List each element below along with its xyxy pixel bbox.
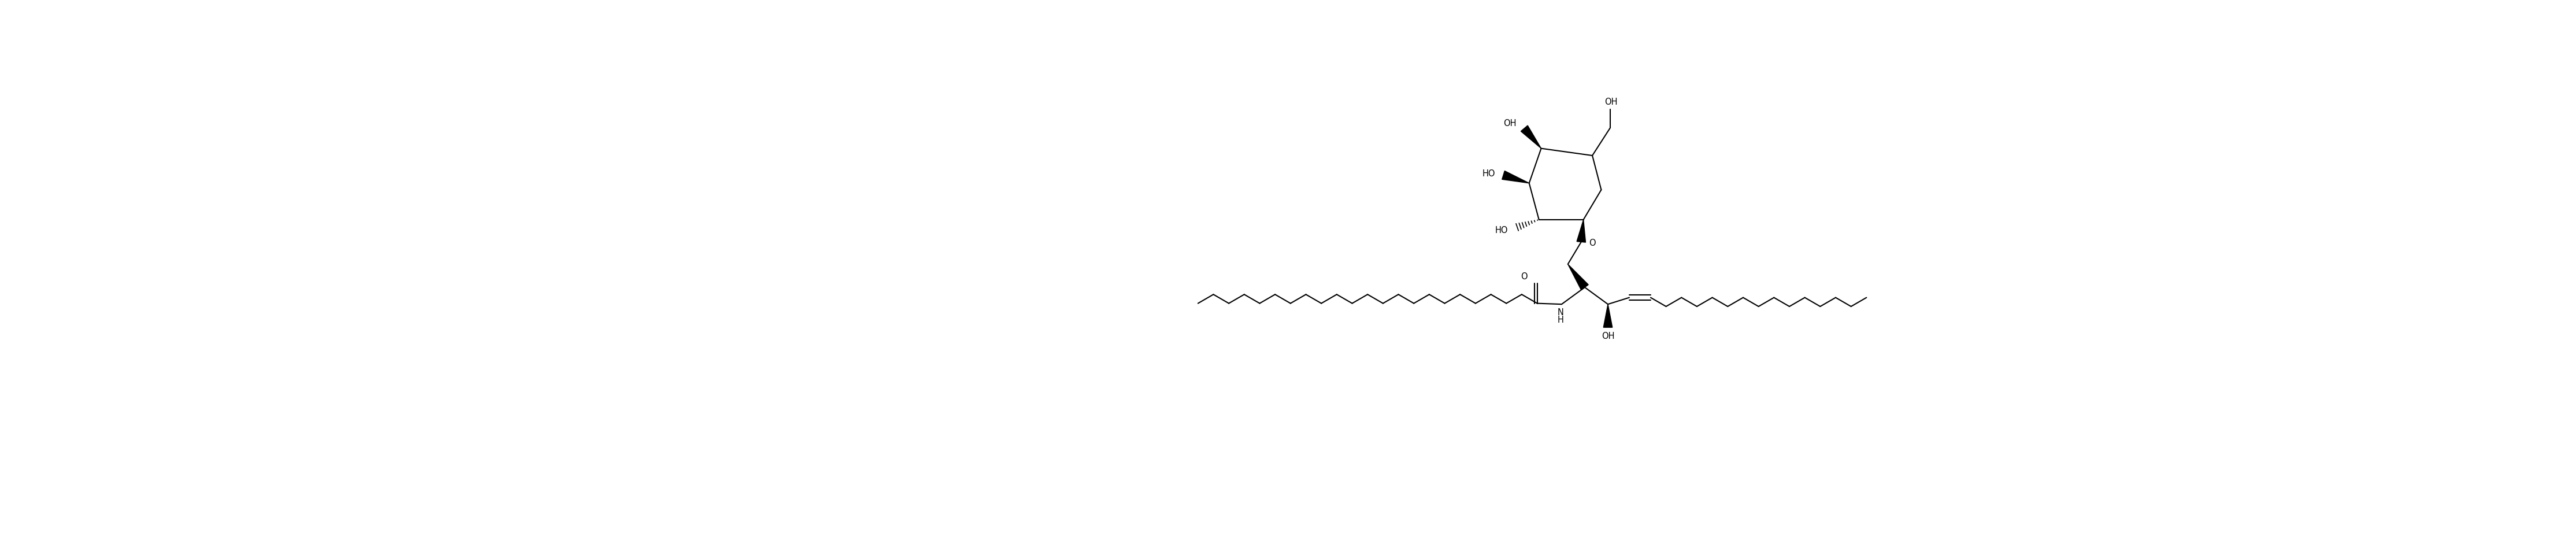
Polygon shape: [1520, 126, 1540, 149]
Text: N: N: [1558, 308, 1564, 316]
Text: O: O: [1520, 272, 1528, 281]
Polygon shape: [1577, 220, 1587, 243]
Text: OH: OH: [1504, 119, 1517, 128]
Text: H: H: [1558, 315, 1564, 324]
Text: OH: OH: [1605, 98, 1618, 106]
Text: HO: HO: [1481, 169, 1494, 177]
Text: OH: OH: [1602, 331, 1615, 340]
Polygon shape: [1569, 264, 1589, 290]
Text: HO: HO: [1494, 226, 1507, 235]
Text: O: O: [1589, 239, 1595, 248]
Polygon shape: [1502, 172, 1530, 183]
Polygon shape: [1602, 304, 1613, 327]
